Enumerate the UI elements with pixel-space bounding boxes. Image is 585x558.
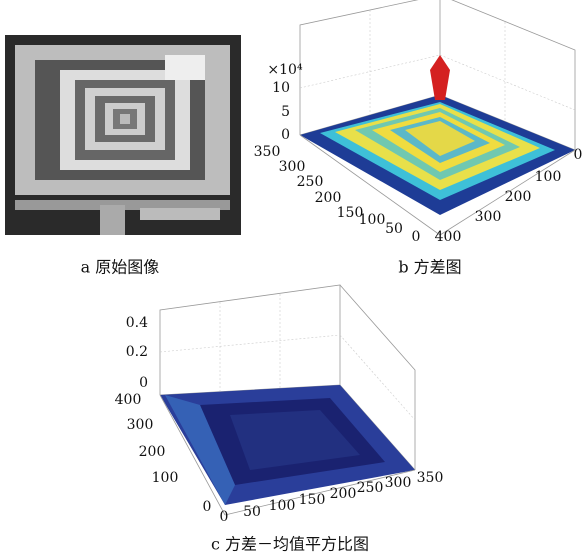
x-tick-label: 200 (330, 486, 357, 502)
y-tick-label: 100 (359, 212, 386, 228)
x-tick-label: 50 (243, 504, 261, 520)
x-tick-label: 300 (385, 475, 412, 491)
x-tick-label: 100 (535, 169, 562, 185)
y-tick-label: 200 (315, 190, 342, 206)
x-tick-label: 350 (417, 470, 444, 486)
z-tick-label: 0.4 (126, 315, 148, 331)
y-tick-label: 0 (412, 229, 421, 245)
z-tick-label: 0 (139, 375, 148, 391)
z-tick-label: 5 (281, 104, 290, 120)
y-tick-label: 100 (152, 470, 179, 486)
y-tick-label: 0 (203, 499, 212, 515)
y-tick-label: 300 (127, 417, 154, 433)
figure: a 原始图像b 方差图c 方差－均值平方比图×10⁴10503503002502… (0, 0, 585, 558)
x-tick-label: 250 (357, 480, 384, 496)
x-tick-label: 0 (220, 509, 229, 525)
y-tick-label: 300 (279, 159, 306, 175)
x-tick-label: 100 (269, 498, 296, 514)
caption: b 方差图 (398, 258, 461, 277)
y-tick-label: 250 (297, 174, 324, 190)
z-tick-label: 0 (281, 127, 290, 143)
x-tick-label: 400 (435, 229, 462, 245)
y-tick-label: 400 (115, 392, 142, 408)
z-tick-label: 0.2 (126, 344, 148, 360)
y-tick-label: 50 (385, 221, 403, 237)
y-tick-label: 200 (139, 444, 166, 460)
caption: c 方差－均值平方比图 (211, 535, 369, 554)
x-tick-label: 0 (574, 147, 583, 163)
axis-multiplier: ×10⁴ (267, 62, 303, 78)
x-tick-label: 150 (299, 492, 326, 508)
caption: a 原始图像 (81, 258, 160, 277)
original-image (5, 35, 241, 235)
x-tick-label: 300 (475, 209, 502, 225)
z-tick-label: 10 (272, 80, 290, 96)
x-tick-label: 200 (505, 189, 532, 205)
y-tick-label: 350 (254, 144, 281, 160)
